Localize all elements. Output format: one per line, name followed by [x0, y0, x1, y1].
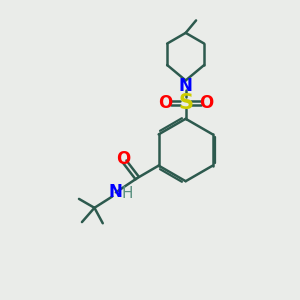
Text: N: N — [109, 183, 123, 201]
Text: O: O — [116, 150, 130, 168]
Text: H: H — [122, 186, 134, 201]
Text: O: O — [199, 94, 213, 112]
Text: N: N — [179, 76, 193, 94]
Text: S: S — [178, 93, 193, 113]
Text: O: O — [158, 94, 172, 112]
